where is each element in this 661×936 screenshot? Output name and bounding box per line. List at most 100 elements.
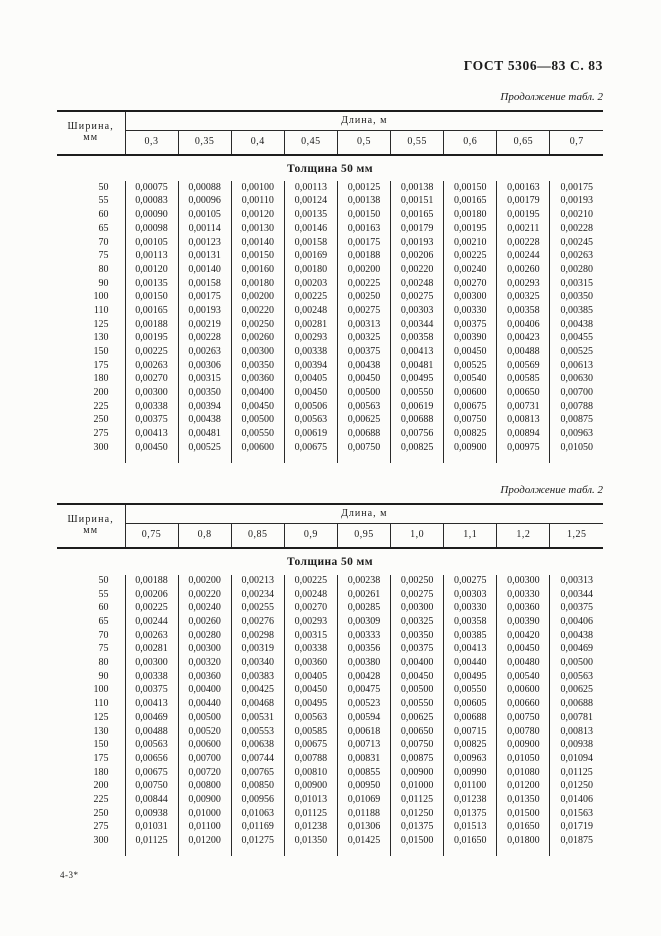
table-row: 200 0,00750 0,00800 0,00850 0,00900 0,00950 0,… (57, 779, 603, 794)
volume-cell: 0,00405 (283, 670, 338, 685)
volume-cell: 0,00130 (230, 222, 285, 237)
volume-cell: 0,00563 (124, 738, 179, 753)
volume-cell: 0,00313 (336, 318, 391, 332)
volume-cell: 0,00338 (124, 400, 179, 415)
volume-cell: 0,01125 (124, 834, 179, 849)
volume-cell: 0,00315 (177, 373, 232, 387)
table-row: 275 0,00413 0,00481 0,00550 0,00619 0,00688 0,… (57, 427, 603, 442)
volume-cell: 0,00293 (496, 277, 550, 291)
width-cell: 70 (98, 629, 109, 641)
volume-cell: 0,00850 (230, 779, 285, 794)
volume-cell: 0,00495 (283, 697, 338, 712)
volume-cell: 0,00169 (283, 249, 338, 264)
volume-cell: 0,00225 (124, 601, 179, 616)
width-cell: 200 (93, 780, 109, 792)
table-row: 225 0,00844 0,00900 0,00956 0,01013 0,01069 0,… (57, 793, 603, 808)
volume-cell: 0,00263 (177, 345, 232, 360)
volume-cell: 0,00563 (336, 400, 391, 415)
volume-cell: 0,00813 (496, 414, 550, 428)
volume-cell: 0,01375 (390, 820, 444, 835)
volume-cell: 0,00715 (443, 725, 497, 739)
spacer-cell (549, 848, 603, 857)
volume-cell: 0,00220 (390, 263, 444, 278)
volume-cell: 0,00438 (177, 414, 232, 428)
volume-cell: 0,00250 (230, 318, 285, 332)
volume-cell: 0,01125 (390, 793, 444, 808)
length-value-header: 0,6 (443, 130, 497, 156)
volume-cell: 0,00813 (549, 725, 603, 739)
volume-cell: 0,01200 (496, 779, 550, 794)
width-cell: 200 (93, 387, 109, 399)
volume-cell: 0,00220 (177, 588, 232, 602)
volume-cell: 0,00700 (177, 752, 232, 767)
width-cell: 225 (93, 793, 109, 805)
volume-cell: 0,00135 (283, 208, 338, 223)
volume-cell: 0,00413 (124, 427, 179, 442)
volume-cell: 0,01563 (549, 807, 603, 821)
spacer-cell (443, 455, 497, 464)
volume-cell: 0,00313 (549, 574, 603, 589)
width-cell: 90 (98, 277, 109, 289)
volume-cell: 0,00319 (230, 643, 285, 657)
volume-cell: 0,00900 (443, 441, 497, 456)
width-cell: 100 (93, 684, 109, 696)
volume-cell: 0,00275 (336, 304, 391, 319)
volume-cell: 0,00688 (549, 697, 603, 712)
volume-cell: 0,00356 (336, 643, 391, 657)
length-value-header: 0,65 (496, 130, 550, 156)
volume-cell: 0,00550 (230, 427, 285, 442)
volume-cell: 0,00375 (549, 601, 603, 616)
spacer-cell (390, 848, 444, 857)
volume-cell: 0,00275 (443, 574, 497, 589)
volume-cell: 0,00140 (177, 263, 232, 278)
width-cell: 275 (93, 821, 109, 833)
length-value-header: 1,25 (549, 523, 603, 550)
width-cell: 250 (93, 807, 109, 819)
volume-cell: 0,00300 (230, 345, 285, 360)
spacer-cell (283, 455, 338, 464)
volume-cell: 0,00100 (230, 181, 285, 196)
volume-cell: 0,00350 (177, 386, 232, 401)
spacer-cell (283, 848, 338, 857)
volume-cell: 0,00375 (443, 318, 497, 332)
volume-cell: 0,00688 (443, 711, 497, 726)
volume-cell: 0,00358 (390, 331, 444, 346)
volume-cell: 0,00200 (336, 263, 391, 278)
table-row: 250 0,00375 0,00438 0,00500 0,00563 0,00625 0,… (57, 414, 603, 428)
width-cell: 60 (98, 602, 109, 614)
table-row: 65 0,00098 0,00114 0,00130 0,00146 0,00163 0,0… (57, 222, 603, 237)
volume-cell: 0,01500 (496, 807, 550, 821)
volume-cell: 0,01050 (549, 441, 603, 456)
volume-cell: 0,01063 (230, 807, 285, 821)
volume-cell: 0,00481 (390, 359, 444, 374)
width-cell: 130 (93, 332, 109, 344)
volume-cell: 0,00713 (336, 738, 391, 753)
volume-cell: 0,00700 (549, 386, 603, 401)
volume-cell: 0,00113 (124, 249, 179, 264)
volume-cell: 0,00360 (230, 373, 285, 387)
volume-cell: 0,00338 (124, 670, 179, 685)
signature-mark: 4-3* (60, 870, 79, 881)
width-cell: 225 (93, 400, 109, 412)
table-tail-spacer (57, 455, 603, 464)
volume-cell: 0,00480 (496, 656, 550, 671)
table-row: 55 0,00206 0,00220 0,00234 0,00248 0,00261 0,0… (57, 588, 603, 602)
volume-cell: 0,00450 (443, 345, 497, 360)
spacer-cell (336, 848, 391, 857)
volume-cell: 0,00090 (124, 208, 179, 223)
volume-cell: 0,00488 (124, 725, 179, 739)
volume-cell: 0,00303 (443, 588, 497, 602)
volume-cell: 0,00303 (390, 304, 444, 319)
volume-cell: 0,00675 (283, 441, 338, 456)
volume-cell: 0,00131 (177, 249, 232, 264)
volume-cell: 0,00270 (124, 373, 179, 387)
volume-cell: 0,00600 (177, 738, 232, 753)
volume-cell: 0,00563 (549, 670, 603, 685)
volume-cell: 0,00605 (443, 697, 497, 712)
table-row: 70 0,00105 0,00123 0,00140 0,00158 0,00175 0,0… (57, 236, 603, 250)
volume-cell: 0,00203 (283, 277, 338, 291)
volume-cell: 0,01080 (496, 766, 550, 780)
volume-cell: 0,00344 (390, 318, 444, 332)
volume-cell: 0,00175 (336, 236, 391, 250)
volume-cell: 0,00900 (177, 793, 232, 808)
